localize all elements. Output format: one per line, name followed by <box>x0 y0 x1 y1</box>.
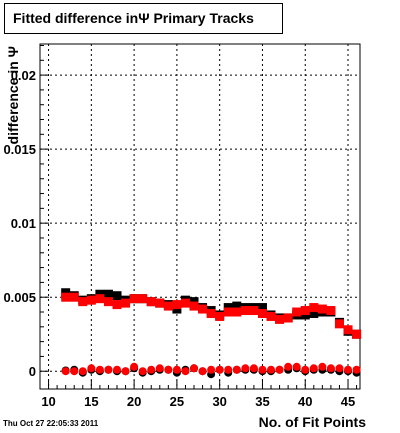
data-point-square <box>326 306 336 316</box>
data-point-circle <box>198 367 207 376</box>
data-point-square <box>206 308 216 318</box>
data-point-square <box>112 291 122 301</box>
data-point-circle <box>190 364 199 373</box>
data-point-square <box>309 303 319 313</box>
data-point-circle <box>61 367 70 376</box>
data-point-square <box>198 304 208 314</box>
data-point-circle <box>113 365 122 374</box>
x-axis-label: No. of Fit Points <box>259 414 367 430</box>
data-point-square <box>103 289 113 299</box>
y-axis-label: difference in Ψ <box>5 46 21 144</box>
data-point-square <box>146 297 156 307</box>
grid-lines <box>40 44 360 389</box>
data-point-circle <box>138 367 147 376</box>
data-point-circle <box>78 367 87 376</box>
data-point-circle <box>301 365 310 374</box>
x-tick-label: 30 <box>212 394 226 409</box>
data-point-square <box>266 311 276 321</box>
data-point-square <box>249 306 259 316</box>
chart-title: Fitted difference inΨ Primary Tracks <box>4 3 283 34</box>
data-point-circle <box>70 367 79 376</box>
data-point-square <box>232 307 242 317</box>
data-point-square <box>300 306 310 316</box>
data-point-square <box>257 308 267 318</box>
data-point-circle <box>164 365 173 374</box>
data-point-square <box>334 319 344 329</box>
data-point-square <box>86 295 96 305</box>
data-point-circle <box>215 365 224 374</box>
x-tick-label: 35 <box>255 394 269 409</box>
data-point-square <box>103 297 113 307</box>
data-point-circle <box>326 364 335 373</box>
data-point-circle <box>121 367 130 376</box>
data-point-square <box>172 300 182 310</box>
data-point-circle <box>95 365 104 374</box>
y-tick-label: 0.01 <box>11 216 36 231</box>
data-point-square <box>180 298 190 308</box>
y-tick-label: 0.005 <box>3 290 36 305</box>
data-point-circle <box>249 364 258 373</box>
data-point-circle <box>344 365 353 374</box>
tick-labels: 10 15 20 25 30 35 40 45 0 0.005 0.01 0.015 0.02 <box>3 68 355 409</box>
data-point-circle <box>207 365 216 374</box>
data-point-circle <box>275 365 284 374</box>
y-tick-label: 0.015 <box>3 142 36 157</box>
data-point-square <box>343 325 353 335</box>
data-point-circle <box>352 365 361 374</box>
data-point-square <box>257 303 267 313</box>
data-point-square <box>352 329 362 339</box>
data-point-square <box>163 301 173 311</box>
data-point-square <box>223 307 233 317</box>
data-point-square <box>61 292 71 302</box>
data-point-circle <box>224 365 233 374</box>
data-point-circle <box>292 362 301 371</box>
data-point-square <box>121 298 131 308</box>
y-tick-label: 0 <box>29 364 36 379</box>
x-tick-label: 40 <box>298 394 312 409</box>
data-point-square <box>275 314 285 324</box>
timestamp-footer: Thu Oct 27 22:05:33 2011 <box>3 419 99 428</box>
data-point-circle <box>258 365 267 374</box>
data-point-square <box>292 307 302 317</box>
data-point-circle <box>104 365 113 374</box>
data-point-circle <box>130 362 139 371</box>
data-point-square <box>69 292 79 302</box>
data-point-square <box>155 298 165 308</box>
data-point-square <box>240 306 250 316</box>
data-point-square <box>309 308 319 318</box>
data-point-square <box>112 300 122 310</box>
data-point-square <box>95 294 105 304</box>
data-point-circle <box>284 362 293 371</box>
data-point-square <box>189 301 199 311</box>
data-point-square <box>215 311 225 321</box>
x-tick-label: 45 <box>341 394 355 409</box>
data-point-circle <box>147 365 156 374</box>
data-point-square <box>138 294 148 304</box>
x-tick-label: 10 <box>41 394 55 409</box>
y-tick-label: 0.02 <box>11 68 36 83</box>
data-point-square <box>232 301 242 311</box>
x-tick-label: 20 <box>127 394 141 409</box>
data-point-circle <box>318 362 327 371</box>
x-tick-label: 15 <box>84 394 98 409</box>
data-point-square <box>129 294 139 304</box>
x-tick-label: 25 <box>170 394 184 409</box>
data-point-circle <box>241 364 250 373</box>
data-point-square <box>78 297 88 307</box>
plot-frame <box>39 43 361 390</box>
data-point-circle <box>172 365 181 374</box>
data-point-circle <box>232 365 241 374</box>
data-point-square <box>317 304 327 314</box>
data-point-circle <box>155 364 164 373</box>
data-point-circle <box>335 364 344 373</box>
data-point-circle <box>87 364 96 373</box>
axis-ticks <box>39 44 358 389</box>
data-point-square <box>283 313 293 323</box>
data-point-circle <box>267 365 276 374</box>
data-marks <box>61 288 362 379</box>
data-point-circle <box>309 364 318 373</box>
data-point-circle <box>181 367 190 376</box>
